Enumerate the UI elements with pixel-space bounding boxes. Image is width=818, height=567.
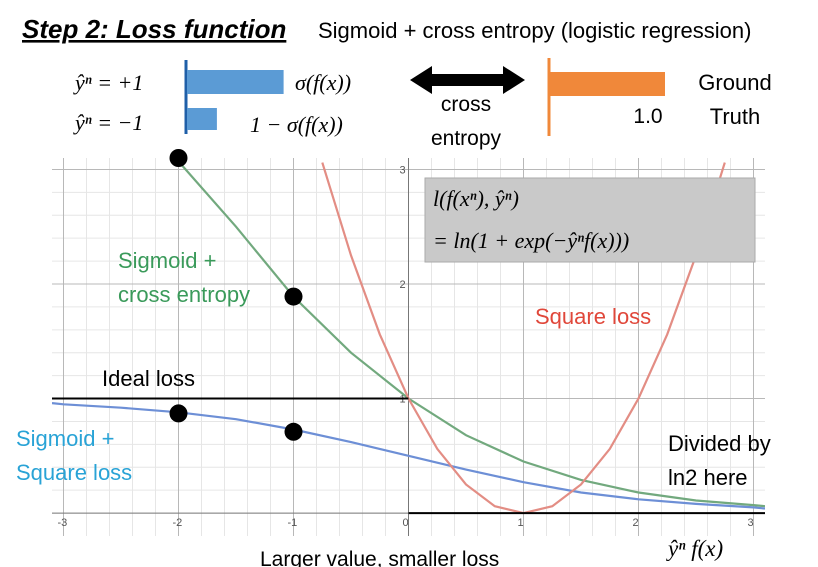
x-axis-caption: Larger value, smaller loss <box>260 548 499 567</box>
output-positive: σ(f(x)) <box>295 70 351 95</box>
annotation: ln2 here <box>668 465 748 490</box>
annotation: Sigmoid + <box>118 248 216 273</box>
probability-bar <box>187 70 284 94</box>
label-negative: ŷⁿ = −1 <box>73 110 143 135</box>
x-tick-label: -3 <box>58 517 68 529</box>
output-negative: 1 − σ(f(x)) <box>250 112 343 137</box>
y-tick-label: 3 <box>400 164 406 176</box>
formula-box <box>424 177 756 263</box>
ground-truth-value: 1.0 <box>633 105 662 128</box>
annotation: Ideal loss <box>102 366 195 391</box>
probability-bar <box>187 108 217 130</box>
ground-truth-bar <box>550 72 665 96</box>
x-tick-label: 3 <box>748 517 754 529</box>
ground-truth-label: Truth <box>710 104 761 129</box>
curves <box>52 160 765 515</box>
x-tick-label: 1 <box>518 517 524 529</box>
x-tick-label: -2 <box>173 517 183 529</box>
x-tick-label: 2 <box>633 517 639 529</box>
x-tick-label: -1 <box>288 517 298 529</box>
ground-truth-label: Ground <box>698 70 771 95</box>
annotation: Square loss <box>535 304 651 329</box>
point <box>169 149 188 167</box>
arrow-label: entropy <box>431 127 502 150</box>
plot: -3 -2 -1 0 1 2 3 1 2 3 Sigmoid + cross entropy Squar… <box>16 149 771 567</box>
y-tick-label: 1 <box>400 394 406 406</box>
annotation: Sigmoid + <box>16 426 114 451</box>
annotation: cross entropy <box>118 282 250 307</box>
slide-subtitle: Sigmoid + cross entropy (logistic regres… <box>318 18 751 43</box>
x-tick-label: 0 <box>403 517 409 529</box>
double-arrow <box>410 66 525 94</box>
y-tick-label: 2 <box>400 279 406 291</box>
loss-curve <box>177 160 765 508</box>
arrow-label: cross <box>441 93 491 116</box>
loss-curve <box>52 397 765 515</box>
slide-title: Step 2: Loss function <box>22 14 286 44</box>
label-positive: ŷⁿ = +1 <box>73 70 143 95</box>
formula: l(f(xⁿ), ŷⁿ) <box>433 186 519 211</box>
annotation: Divided by <box>668 431 771 456</box>
formula: = ln(1 + exp(−ŷⁿf(x))) <box>433 228 629 253</box>
point <box>284 422 303 441</box>
annotation: Square loss <box>16 460 132 485</box>
x-axis-label: ŷⁿ f(x) <box>666 536 723 561</box>
loss-curve <box>52 402 765 510</box>
point <box>169 404 188 423</box>
point <box>284 287 303 306</box>
